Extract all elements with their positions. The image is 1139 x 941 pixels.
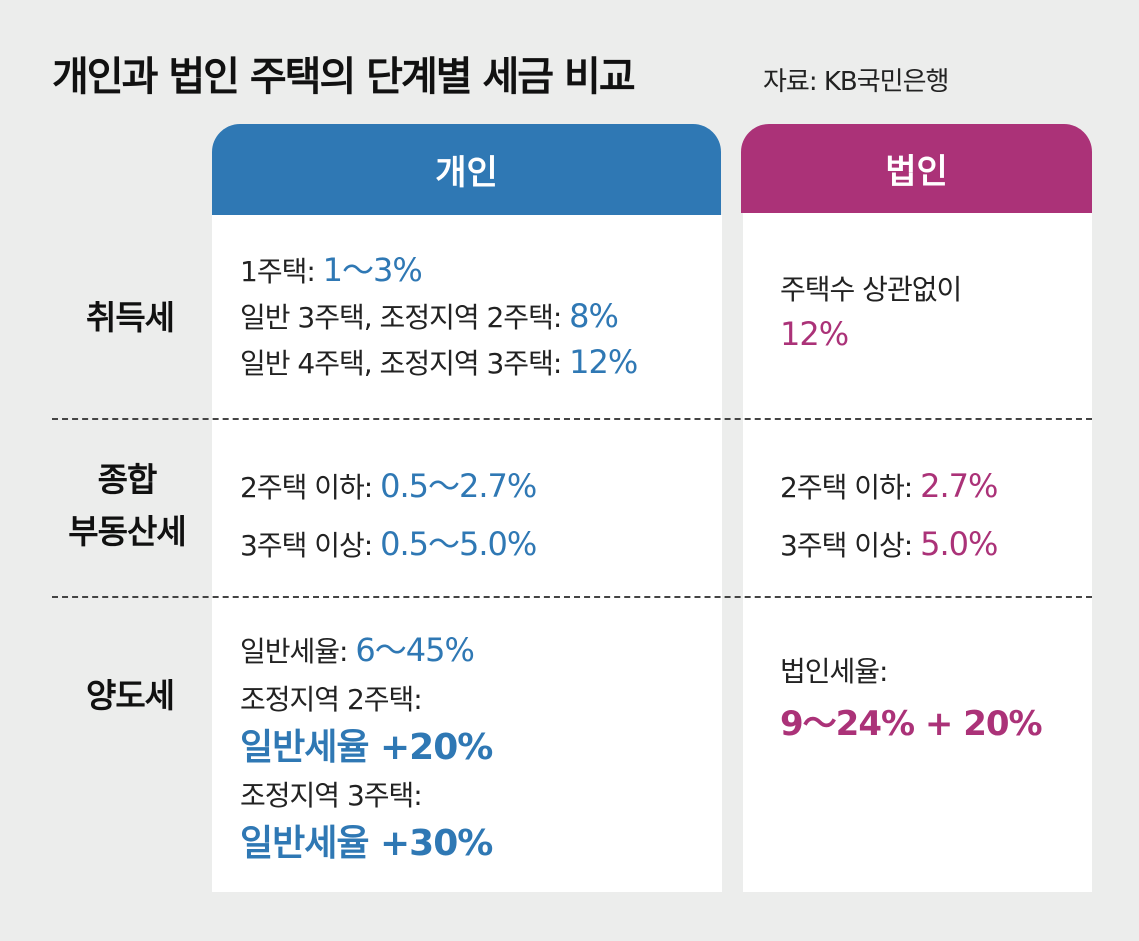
transfer-individual-cell: 일반세율: 6～45% 조정지역 2주택: 일반세율 +20% 조정지역 3주택… — [240, 626, 493, 868]
row-label-property-line1: 종합 — [97, 460, 158, 499]
transfer-ind-general: 일반세율: 6～45% — [240, 631, 475, 669]
row-divider — [52, 596, 1092, 598]
row-divider — [52, 418, 1092, 420]
prop-corp-line: 3주택 이상: 5.0% — [780, 525, 998, 563]
prop-corp-line: 2주택 이하: 2.7% — [780, 467, 998, 505]
individual-column — [212, 215, 722, 892]
source-note: 자료: KB국민은행 — [763, 67, 949, 97]
acq-ind-line: 일반 3주택, 조정지역 2주택: 8% — [240, 297, 619, 335]
transfer-ind-adj2-label: 조정지역 2주택: — [240, 683, 423, 716]
acquisition-corporate-cell: 주택수 상관없이 12% — [780, 268, 962, 356]
transfer-ind-adj3-label: 조정지역 3주택: — [240, 779, 423, 812]
corporate-column — [743, 213, 1092, 892]
header-individual: 개인 — [212, 124, 721, 215]
row-label-acquisition: 취득세 — [85, 298, 175, 337]
row-label-property-line2: 부동산세 — [68, 512, 186, 551]
transfer-corporate-cell: 법인세율: 9～24% + 20% — [780, 646, 1043, 750]
acq-ind-line: 일반 4주택, 조정지역 3주택: 12% — [240, 343, 638, 381]
prop-ind-line: 2주택 이하: 0.5～2.7% — [240, 467, 537, 505]
acq-corp-text: 주택수 상관없이 — [780, 273, 962, 306]
transfer-ind-adj3-value: 일반세율 +30% — [240, 823, 493, 864]
chart-title: 개인과 법인 주택의 단계별 세금 비교 — [52, 54, 636, 100]
header-corporate: 법인 — [741, 124, 1092, 213]
row-label-property: 종합 부동산세 — [52, 454, 202, 558]
property-individual-cell: 2주택 이하: 0.5～2.7% 3주택 이상: 0.5～5.0% — [240, 458, 537, 574]
transfer-corp-text: 법인세율: — [780, 655, 888, 688]
property-corporate-cell: 2주택 이하: 2.7% 3주택 이상: 5.0% — [780, 458, 998, 574]
prop-ind-line: 3주택 이상: 0.5～5.0% — [240, 525, 537, 563]
transfer-ind-adj2-value: 일반세율 +20% — [240, 727, 493, 768]
acq-ind-line: 1주택: 1～3% — [240, 251, 423, 289]
transfer-corp-value: 9～24% + 20% — [780, 704, 1043, 744]
acq-corp-value: 12% — [780, 315, 849, 353]
acquisition-individual-cell: 1주택: 1～3% 일반 3주택, 조정지역 2주택: 8% 일반 4주택, 조… — [240, 248, 638, 386]
row-label-transfer: 양도세 — [85, 676, 175, 715]
